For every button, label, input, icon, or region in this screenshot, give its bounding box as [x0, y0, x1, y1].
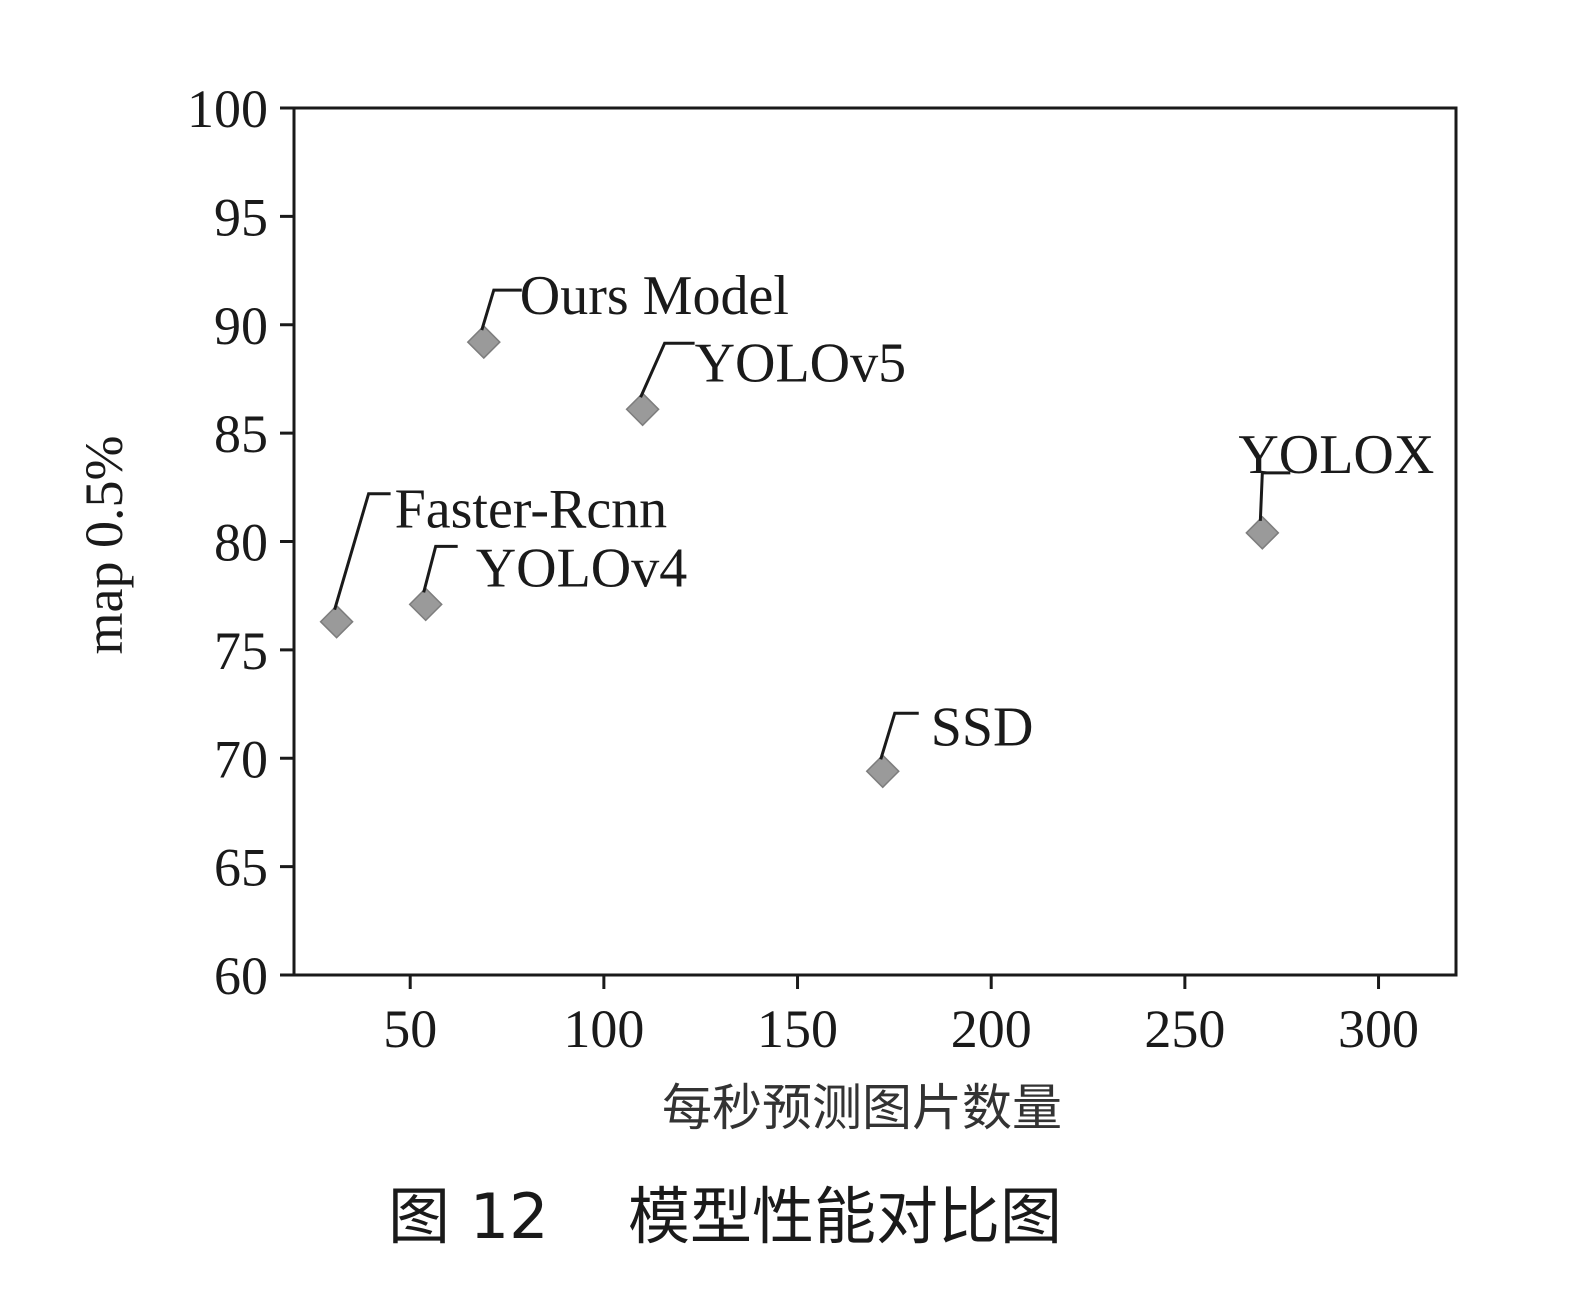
x-tick-label: 300	[1338, 999, 1419, 1059]
leader-line	[480, 288, 522, 331]
point-label: Ours Model	[520, 265, 789, 327]
point-label: YOLOX	[1238, 424, 1434, 486]
leader-line	[422, 544, 458, 593]
x-tick-label: 150	[757, 999, 838, 1059]
leader-line	[333, 492, 391, 611]
y-tick-label: 100	[187, 79, 268, 139]
x-tick-label: 250	[1144, 999, 1225, 1059]
y-axis-title: map 0.5%	[74, 436, 134, 655]
point-label: YOLOv4	[476, 537, 688, 599]
plot-frame	[292, 106, 1458, 977]
data-point	[1245, 515, 1280, 550]
figure-caption: 模型性能对比图	[628, 1180, 1062, 1253]
x-tick-label: 50	[383, 999, 437, 1059]
x-tick-label: 100	[563, 999, 644, 1059]
x-tick-label: 200	[951, 999, 1032, 1059]
y-tick-label: 70	[214, 729, 268, 789]
y-tick-label: 65	[214, 838, 268, 898]
leader-line	[639, 341, 695, 398]
data-point	[319, 604, 354, 639]
data-point	[625, 392, 660, 427]
data-point	[466, 325, 501, 360]
y-axis-ticks: 60 65 70 75 80 85 90 95 100	[187, 79, 294, 1006]
y-tick-label: 60	[214, 946, 268, 1006]
point-label: YOLOv5	[695, 332, 907, 394]
data-point	[865, 754, 900, 789]
leader-line	[879, 711, 919, 760]
point-label: Faster-Rcnn	[395, 479, 668, 541]
leader-line	[1258, 471, 1291, 521]
y-tick-label: 80	[214, 513, 268, 573]
x-axis-ticks: 50 100 150 200 250 300	[383, 975, 1419, 1059]
data-point	[408, 587, 443, 622]
point-label: SSD	[931, 696, 1034, 758]
figure-number: 图 12	[388, 1180, 549, 1253]
y-tick-label: 95	[214, 187, 268, 247]
x-axis-title: 每秒预测图片数量	[662, 1079, 1062, 1137]
y-tick-label: 90	[214, 296, 268, 356]
y-tick-label: 75	[214, 621, 268, 681]
y-tick-label: 85	[214, 404, 268, 464]
